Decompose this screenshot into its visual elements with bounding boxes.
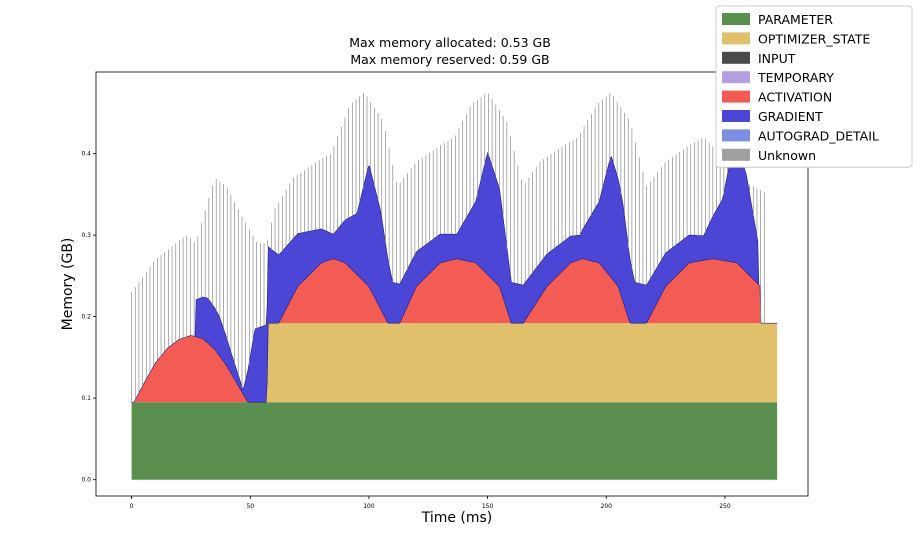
legend-swatch — [722, 90, 750, 103]
chart-title-line-2: Max memory reserved: 0.59 GB — [350, 52, 549, 67]
legend-label: Unknown — [758, 148, 816, 163]
x-tick-label: 100 — [363, 503, 375, 510]
legend-label: AUTOGRAD_DETAIL — [758, 128, 879, 143]
legend-swatch — [722, 13, 750, 25]
y-tick-label: 0.3 — [81, 232, 91, 239]
y-tick-label: 0.1 — [81, 395, 91, 402]
chart-title-line-1: Max memory allocated: 0.53 GB — [349, 35, 551, 50]
legend-swatch — [722, 110, 750, 122]
legend-swatch — [722, 71, 750, 84]
legend-swatch — [722, 129, 750, 142]
x-tick-label: 150 — [482, 503, 494, 510]
legend-label: OPTIMIZER_STATE — [758, 31, 870, 46]
x-tick-label: 0 — [130, 503, 134, 510]
legend-label: TEMPORARY — [757, 70, 834, 85]
legend-label: PARAMETER — [758, 12, 833, 27]
x-axis-ticks: 0 50 100 150 200 250 — [130, 496, 731, 510]
chart-title: Max memory allocated: 0.53 GB Max memory… — [349, 35, 551, 67]
y-tick-label: 0.0 — [81, 477, 91, 484]
unknown-spikes-group — [131, 93, 765, 403]
area-gradient — [131, 141, 778, 403]
legend-label: GRADIENT — [758, 109, 823, 124]
x-axis-label: Time (ms) — [421, 510, 493, 526]
legend: PARAMETER OPTIMIZER_STATE INPUT TEMPORARY AC… — [715, 5, 913, 168]
y-axis-label: Memory (GB) — [60, 238, 76, 331]
area-optimizer-state — [131, 323, 778, 403]
x-tick-label: 200 — [601, 503, 613, 510]
y-tick-label: 0.2 — [81, 314, 91, 321]
y-tick-label: 0.4 — [81, 151, 91, 158]
plot-frame — [95, 71, 809, 497]
x-tick-label: 50 — [246, 503, 254, 510]
legend-label: ACTIVATION — [758, 90, 832, 105]
legend-swatch — [722, 32, 750, 45]
legend-swatch — [722, 51, 750, 64]
area-activation — [131, 258, 778, 403]
x-tick-label: 250 — [719, 503, 731, 510]
legend-frame — [715, 5, 913, 168]
areas-group — [131, 141, 778, 480]
legend-label: INPUT — [758, 51, 796, 66]
legend-swatch — [722, 148, 750, 161]
y-axis-ticks: 0.0 0.1 0.2 0.3 0.4 — [81, 151, 96, 484]
area-parameter — [131, 402, 778, 480]
